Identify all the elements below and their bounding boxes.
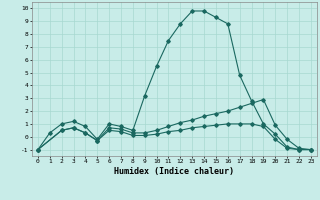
X-axis label: Humidex (Indice chaleur): Humidex (Indice chaleur) [115,167,234,176]
